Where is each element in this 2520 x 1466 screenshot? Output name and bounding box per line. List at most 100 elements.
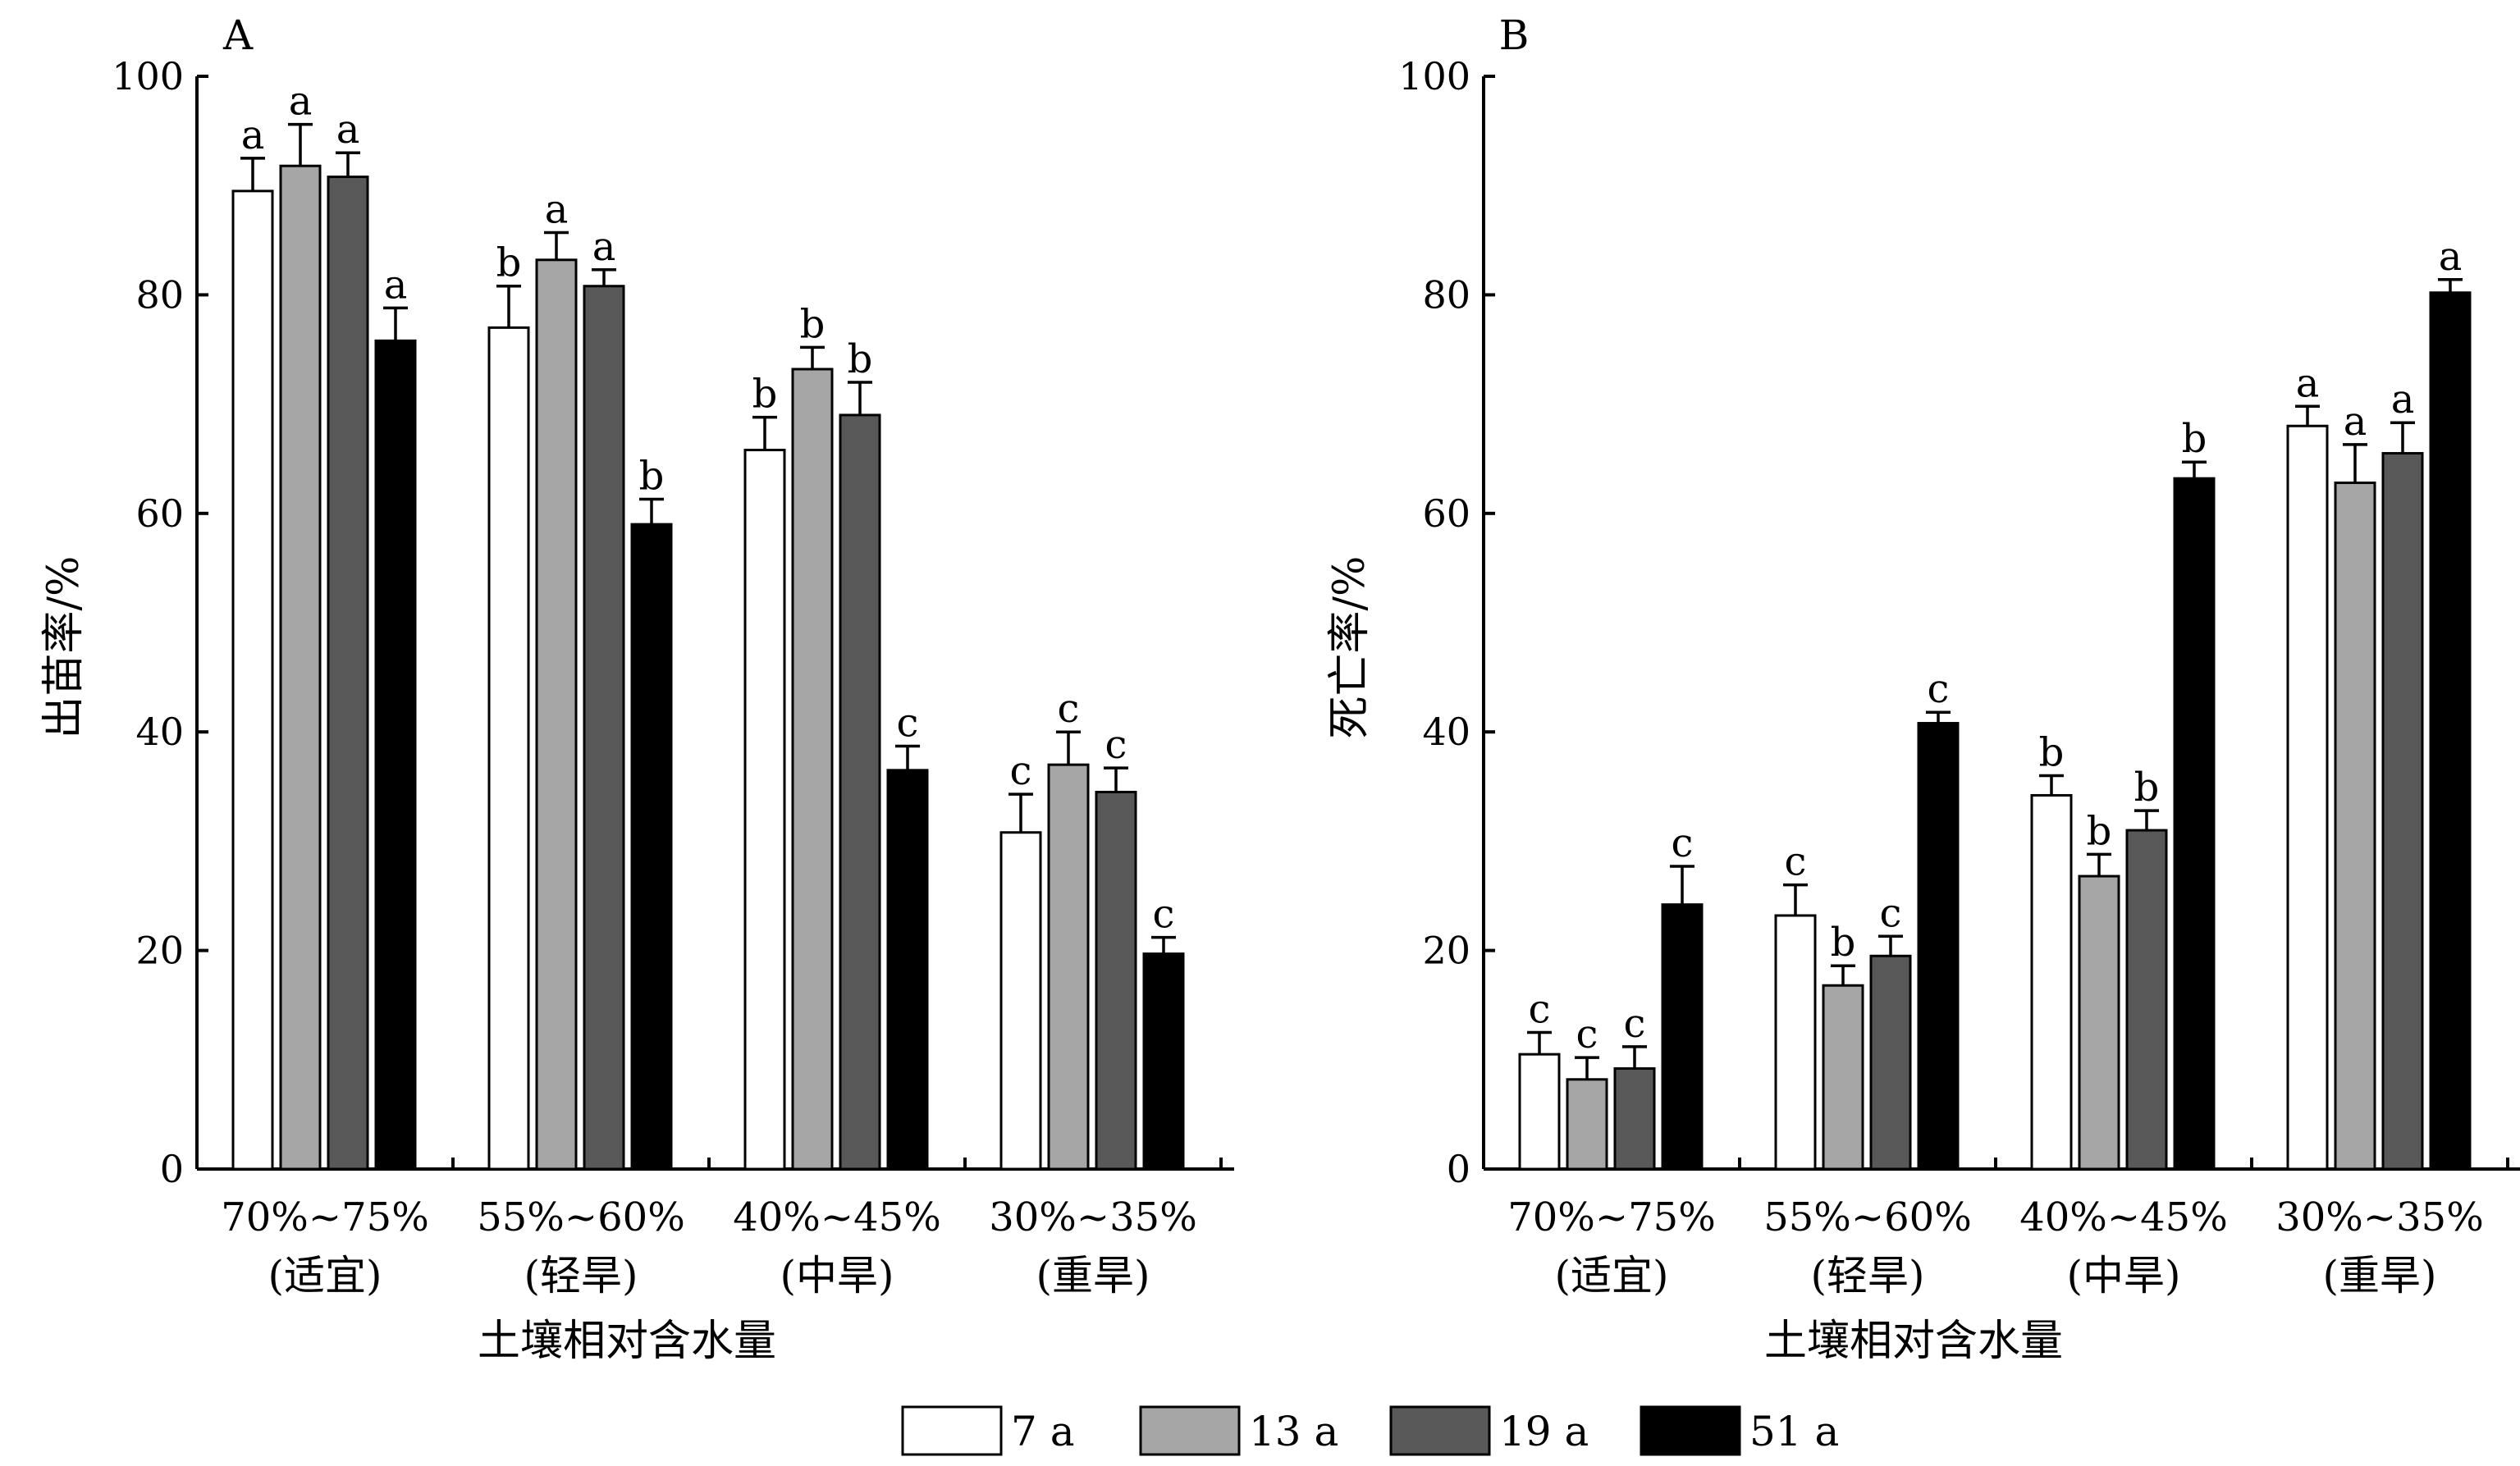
significance-letter: b bbox=[639, 453, 665, 499]
significance-letter: a bbox=[384, 262, 408, 308]
significance-letter: c bbox=[1153, 892, 1175, 938]
significance-letter: b bbox=[2134, 765, 2160, 811]
bar bbox=[1869, 954, 1912, 1171]
bar bbox=[1095, 790, 1137, 1171]
bar bbox=[743, 449, 786, 1171]
significance-letter: c bbox=[1880, 890, 1902, 936]
bar bbox=[374, 339, 417, 1171]
significance-letter: a bbox=[545, 186, 569, 232]
y-tick-label: 40 bbox=[1422, 710, 1470, 754]
x-tick-label: 70%~75% bbox=[1507, 1194, 1716, 1240]
bar bbox=[2030, 793, 2073, 1171]
bar bbox=[2381, 452, 2424, 1171]
bar bbox=[2429, 291, 2472, 1171]
significance-letter: b bbox=[1831, 920, 1856, 966]
bar bbox=[1142, 952, 1185, 1171]
bar bbox=[886, 769, 929, 1171]
significance-letter: b bbox=[496, 240, 522, 286]
significance-letter: a bbox=[2391, 377, 2415, 422]
y-tick-label: 20 bbox=[1422, 929, 1470, 973]
significance-letter: a bbox=[2296, 360, 2320, 406]
significance-letter: c bbox=[897, 701, 919, 747]
legend: 7 a 13 a 19 a 51 a bbox=[901, 1405, 1839, 1456]
y-tick-label: 20 bbox=[135, 929, 184, 973]
significance-letter: a bbox=[592, 224, 616, 270]
x-tick-label: 55%~60% bbox=[1763, 1194, 1972, 1240]
x-tick-label: 55%~60% bbox=[477, 1194, 685, 1240]
legend-label: 51 a bbox=[1749, 1408, 1839, 1455]
significance-letter: c bbox=[1105, 722, 1127, 768]
x-tick-label: 30%~35% bbox=[989, 1194, 1197, 1240]
x-tick-sublabel: (适宜) bbox=[268, 1252, 382, 1299]
significance-letter: b bbox=[800, 301, 826, 347]
bar bbox=[487, 326, 530, 1171]
y-tick-label: 100 bbox=[1398, 54, 1470, 98]
legend-swatch bbox=[1139, 1405, 1241, 1456]
bar bbox=[1822, 984, 1864, 1171]
y-tick-label: 100 bbox=[112, 54, 184, 98]
bar bbox=[1917, 722, 1960, 1171]
y-tick-label: 60 bbox=[135, 491, 184, 536]
legend-label: 19 a bbox=[1499, 1408, 1589, 1455]
x-tick-sublabel: (重旱) bbox=[1036, 1252, 1150, 1299]
y-tick-label: 0 bbox=[1447, 1147, 1470, 1191]
bar bbox=[999, 831, 1042, 1171]
panel-label: A bbox=[222, 11, 254, 59]
significance-letter: b bbox=[2087, 808, 2112, 854]
bar bbox=[1661, 903, 1704, 1171]
legend-swatch bbox=[1640, 1405, 1741, 1456]
y-axis-label: 出苗率/% bbox=[39, 556, 89, 739]
bar bbox=[279, 164, 322, 1171]
y-tick-label: 80 bbox=[135, 272, 184, 317]
bar bbox=[231, 190, 274, 1171]
x-tick-sublabel: (适宜) bbox=[1554, 1252, 1668, 1299]
x-axis-label: 土壤相对含水量 bbox=[478, 1317, 776, 1366]
bar bbox=[1518, 1053, 1561, 1171]
significance-letter: c bbox=[1576, 1012, 1598, 1057]
significance-letter: b bbox=[752, 372, 778, 418]
significance-letter: a bbox=[336, 107, 360, 153]
y-tick-label: 0 bbox=[160, 1147, 184, 1191]
significance-letter: a bbox=[241, 112, 265, 158]
bar bbox=[2125, 829, 2168, 1171]
significance-letter: b bbox=[2039, 729, 2065, 775]
x-axis-label: 土壤相对含水量 bbox=[1764, 1317, 2063, 1366]
y-tick-label: 60 bbox=[1422, 491, 1470, 536]
x-tick-label: 30%~35% bbox=[2275, 1194, 2484, 1240]
bar bbox=[2173, 477, 2216, 1171]
bar bbox=[1566, 1078, 1608, 1171]
significance-letter: c bbox=[1928, 666, 1950, 712]
significance-letter: a bbox=[2344, 399, 2367, 445]
x-tick-label: 40%~45% bbox=[733, 1194, 941, 1240]
significance-letter: c bbox=[1624, 1001, 1646, 1047]
significance-letter: b bbox=[848, 336, 873, 382]
significance-letter: c bbox=[1785, 839, 1807, 885]
bar bbox=[583, 285, 625, 1171]
panel-label: B bbox=[1499, 11, 1530, 59]
bar bbox=[1774, 914, 1817, 1171]
significance-letter: a bbox=[289, 79, 313, 125]
x-tick-sublabel: (中旱) bbox=[780, 1252, 894, 1299]
significance-letter: c bbox=[1010, 748, 1032, 794]
significance-letter: c bbox=[1058, 686, 1080, 732]
x-tick-sublabel: (轻旱) bbox=[1810, 1252, 1924, 1299]
bar bbox=[839, 413, 881, 1171]
x-tick-label: 40%~45% bbox=[2019, 1194, 2228, 1240]
x-tick-sublabel: (轻旱) bbox=[524, 1252, 638, 1299]
bar bbox=[2286, 424, 2329, 1171]
panel-a: 020406080100aaaa70%~75%(适宜)baab55%~60%(轻… bbox=[39, 11, 1234, 1366]
x-tick-label: 70%~75% bbox=[221, 1194, 429, 1240]
y-tick-label: 80 bbox=[1422, 272, 1470, 317]
bar bbox=[2078, 875, 2120, 1171]
bar bbox=[630, 523, 673, 1171]
significance-letter: b bbox=[2182, 416, 2207, 462]
bar bbox=[327, 176, 369, 1171]
y-axis-label: 死亡率/% bbox=[1325, 556, 1374, 739]
legend-swatch bbox=[901, 1405, 1003, 1456]
bar bbox=[1047, 763, 1090, 1171]
legend-label: 13 a bbox=[1249, 1408, 1338, 1455]
significance-letter: a bbox=[2439, 234, 2463, 280]
legend-swatch bbox=[1389, 1405, 1491, 1456]
